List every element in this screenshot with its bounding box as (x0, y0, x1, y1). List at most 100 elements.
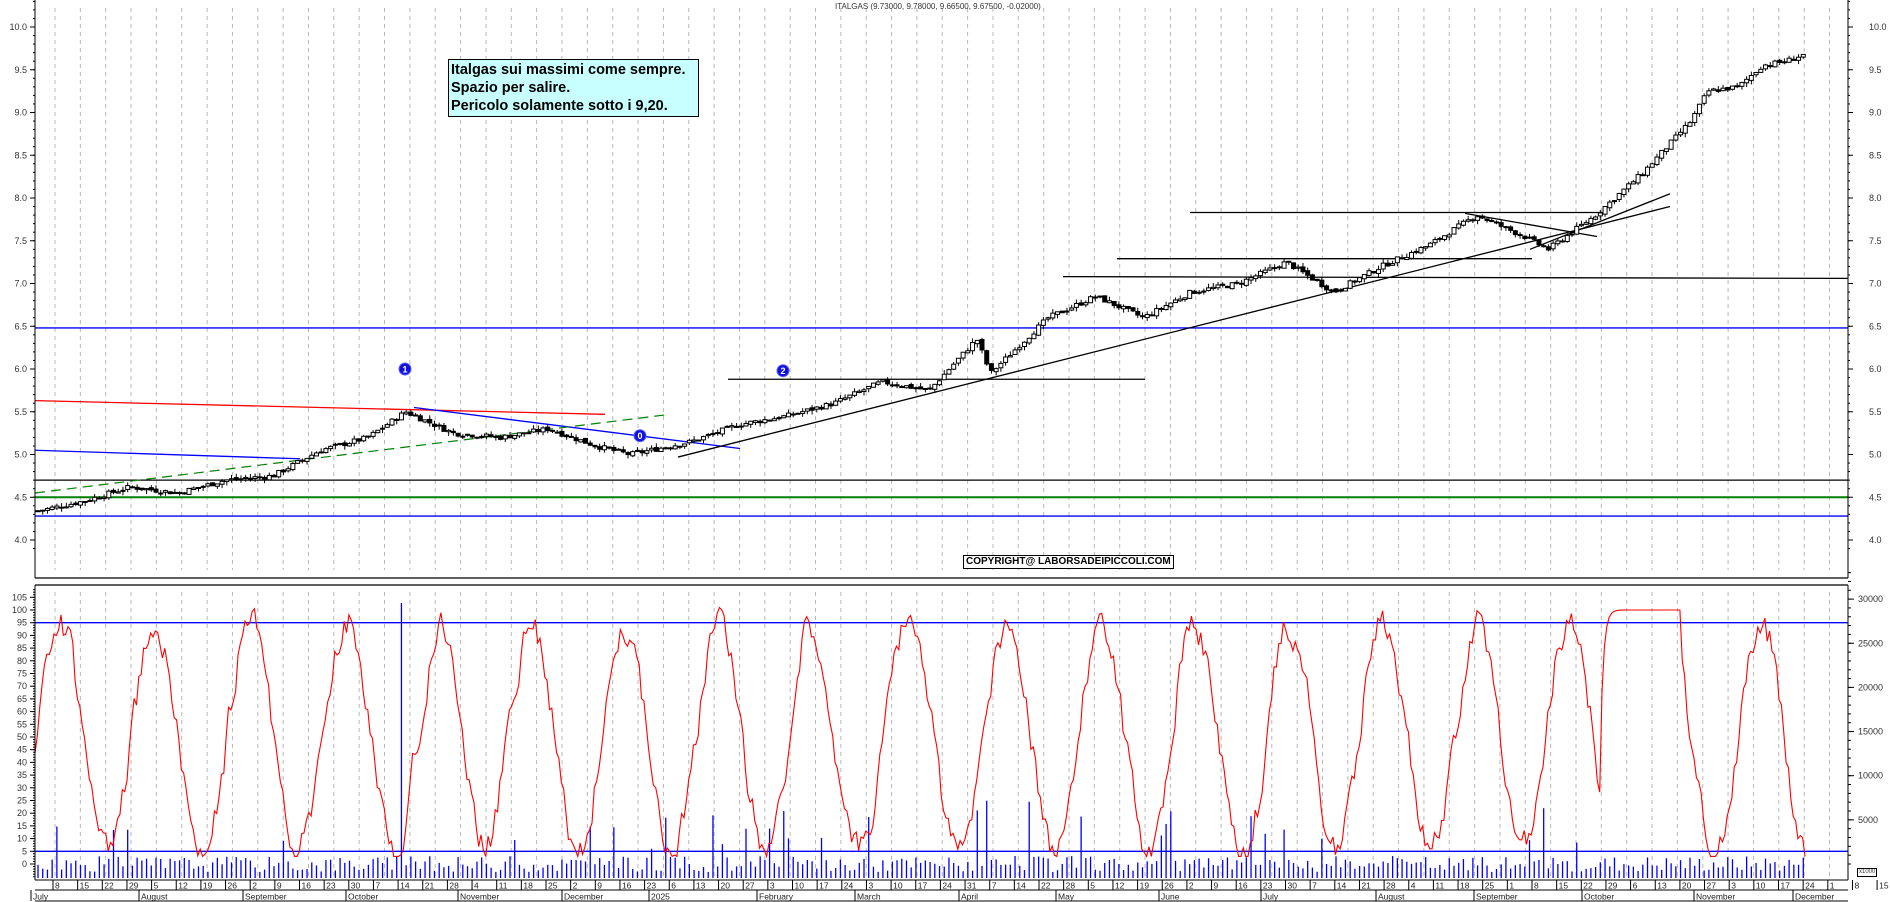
svg-text:14: 14 (1337, 881, 1347, 891)
chart-title: ITALGAS (9.73000, 9.78000, 9.66500, 9.67… (835, 2, 1041, 11)
svg-text:25: 25 (1485, 881, 1495, 891)
svg-text:24: 24 (1805, 881, 1815, 891)
svg-text:7.5: 7.5 (14, 236, 27, 246)
svg-text:29: 29 (129, 881, 139, 891)
svg-text:20: 20 (721, 881, 731, 891)
svg-text:35: 35 (17, 770, 27, 780)
svg-text:15: 15 (17, 821, 27, 831)
svg-text:6.5: 6.5 (1869, 321, 1882, 331)
svg-text:5: 5 (1090, 881, 1095, 891)
svg-text:8: 8 (55, 881, 60, 891)
svg-text:10: 10 (17, 834, 27, 844)
svg-text:8: 8 (1854, 881, 1859, 891)
svg-text:2: 2 (780, 366, 785, 376)
svg-text:50: 50 (17, 732, 27, 742)
svg-text:4.0: 4.0 (14, 535, 27, 545)
svg-text:7.0: 7.0 (14, 279, 27, 289)
svg-text:5.0: 5.0 (14, 450, 27, 460)
svg-text:September: September (1476, 892, 1518, 902)
svg-text:60: 60 (17, 707, 27, 717)
svg-text:0: 0 (637, 431, 642, 441)
svg-text:20: 20 (17, 808, 27, 818)
svg-text:8: 8 (1534, 881, 1539, 891)
svg-text:9: 9 (277, 881, 282, 891)
svg-text:2: 2 (1189, 881, 1194, 891)
candlesticks (35, 53, 1806, 515)
svg-text:6.5: 6.5 (14, 321, 27, 331)
svg-text:9.0: 9.0 (1869, 108, 1882, 118)
svg-text:7: 7 (992, 881, 997, 891)
svg-text:2: 2 (573, 881, 578, 891)
svg-text:15000: 15000 (1858, 727, 1883, 737)
comment-box: Italgas sui massimi come sempre. Spazio … (448, 59, 699, 117)
svg-text:16: 16 (1238, 881, 1248, 891)
svg-text:27: 27 (745, 881, 755, 891)
svg-text:25000: 25000 (1858, 638, 1883, 648)
svg-text:6.0: 6.0 (14, 364, 27, 374)
svg-text:25: 25 (17, 796, 27, 806)
svg-text:10: 10 (893, 881, 903, 891)
svg-text:4: 4 (1411, 881, 1416, 891)
svg-text:8.5: 8.5 (14, 150, 27, 160)
svg-text:1: 1 (1830, 881, 1835, 891)
svg-text:March: March (857, 892, 881, 902)
axes: 10.0 10.0 9.5 9.5 9.0 9.0 8.5 8.5 8.0 8.0 7.5 7.5 7.… (9, 0, 1889, 902)
svg-text:75: 75 (17, 669, 27, 679)
svg-text:11: 11 (499, 881, 508, 891)
svg-text:9.5: 9.5 (14, 65, 27, 75)
svg-text:30: 30 (351, 881, 361, 891)
svg-text:April: April (961, 892, 978, 902)
svg-text:30: 30 (17, 783, 27, 793)
svg-text:21: 21 (1361, 881, 1371, 891)
svg-text:4.5: 4.5 (1869, 492, 1882, 502)
svg-text:20000: 20000 (1858, 682, 1883, 692)
svg-text:26: 26 (228, 881, 238, 891)
svg-text:5: 5 (154, 881, 159, 891)
svg-text:80: 80 (17, 656, 27, 666)
svg-text:22: 22 (1583, 881, 1593, 891)
svg-text:October: October (1584, 892, 1614, 902)
comment-line-3: Pericolo solamente sotto i 9,20. (451, 98, 668, 114)
svg-text:December: December (1795, 892, 1834, 902)
svg-text:22: 22 (104, 881, 114, 891)
svg-text:15: 15 (1879, 881, 1889, 891)
svg-text:95: 95 (17, 618, 27, 628)
svg-text:20: 20 (1682, 881, 1692, 891)
svg-text:February: February (759, 892, 794, 902)
svg-text:9.5: 9.5 (1869, 65, 1882, 75)
svg-text:10: 10 (795, 881, 805, 891)
svg-text:14: 14 (400, 881, 410, 891)
svg-text:10000: 10000 (1858, 771, 1883, 781)
svg-text:14: 14 (1016, 881, 1026, 891)
svg-text:16: 16 (302, 881, 312, 891)
svg-text:11: 11 (1435, 881, 1444, 891)
svg-text:15: 15 (80, 881, 90, 891)
svg-text:13: 13 (1657, 881, 1667, 891)
svg-text:23: 23 (647, 881, 657, 891)
svg-text:November: November (460, 892, 499, 902)
svg-text:November: November (1696, 892, 1735, 902)
svg-text:5: 5 (22, 846, 27, 856)
svg-text:24: 24 (844, 881, 854, 891)
svg-text:August: August (141, 892, 168, 902)
svg-text:28: 28 (1066, 881, 1076, 891)
svg-text:2: 2 (252, 881, 257, 891)
svg-text:5.5: 5.5 (1869, 407, 1882, 417)
svg-text:17: 17 (819, 881, 829, 891)
svg-text:18: 18 (523, 881, 533, 891)
svg-text:17: 17 (1781, 881, 1791, 891)
svg-text:24: 24 (942, 881, 952, 891)
svg-text:12: 12 (178, 881, 188, 891)
svg-text:13: 13 (696, 881, 706, 891)
svg-text:4.5: 4.5 (14, 492, 27, 502)
svg-text:5000: 5000 (1858, 815, 1878, 825)
svg-text:December: December (564, 892, 603, 902)
svg-text:9: 9 (1214, 881, 1219, 891)
svg-text:28: 28 (449, 881, 459, 891)
svg-text:90: 90 (17, 630, 27, 640)
svg-text:30: 30 (1288, 881, 1298, 891)
comment-line-1: Italgas sui massimi come sempre. (451, 62, 686, 78)
svg-text:September: September (245, 892, 287, 902)
svg-text:26: 26 (1164, 881, 1174, 891)
